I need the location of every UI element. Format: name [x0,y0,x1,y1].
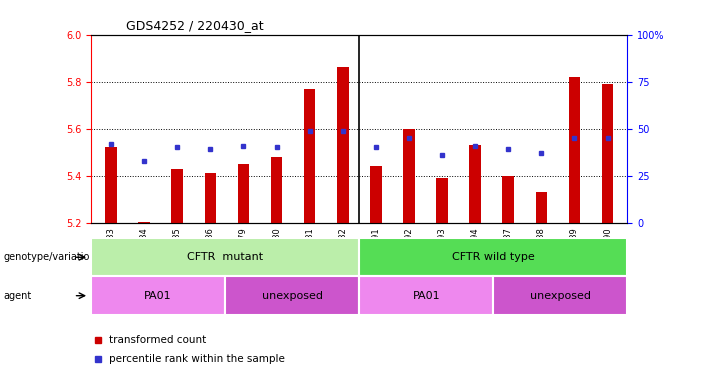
Text: unexposed: unexposed [261,291,322,301]
Text: CFTR wild type: CFTR wild type [452,252,535,262]
Bar [403,129,415,223]
Bar [271,157,283,223]
Bar [470,145,481,223]
Bar [536,192,547,223]
Bar [337,68,348,223]
Bar [304,89,315,223]
Text: transformed count: transformed count [109,335,206,345]
Text: PA01: PA01 [412,291,440,301]
Bar [138,222,150,223]
Bar [238,164,249,223]
Text: agent: agent [4,291,32,301]
Text: PA01: PA01 [144,291,172,301]
Text: GDS4252 / 220430_at: GDS4252 / 220430_at [126,19,264,32]
Bar [205,173,216,223]
Bar [569,77,580,223]
Bar [370,166,381,223]
Text: CFTR  mutant: CFTR mutant [187,252,264,262]
Text: percentile rank within the sample: percentile rank within the sample [109,354,285,364]
Text: unexposed: unexposed [530,291,591,301]
Bar [172,169,183,223]
Text: genotype/variation: genotype/variation [4,252,96,262]
Bar [436,178,448,223]
Bar [503,176,514,223]
Bar [601,84,613,223]
Bar [105,147,117,223]
